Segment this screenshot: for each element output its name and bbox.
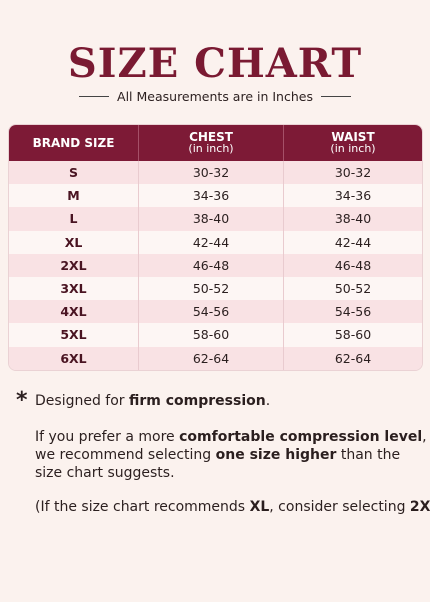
table-cell: XL [64,234,83,250]
table-cell: 42-44 [283,230,422,254]
table-cell: 62-64 [138,346,283,370]
note-text: (If the size chart recommends [35,499,250,515]
table-cell: 54-56 [283,300,422,324]
note-text: we recommend selecting [35,447,216,463]
table-cell: 34-36 [138,184,283,208]
header-row: BRAND SIZE CHEST (in inch) WAIST (in inch) [9,125,422,161]
table-cell: 6XL [60,350,87,366]
note-emphasis: 2XL [409,499,430,515]
table-cell: 50-52 [283,276,422,301]
note-text: Designed for [35,393,129,409]
header-cell: WAIST (in inch) [283,125,422,161]
note-emphasis: one size higher [215,447,337,463]
header-unit: (in inch) [330,142,376,155]
note-marker: * [16,388,28,413]
subtitle: All Measurements are in Inches [117,89,313,104]
note-emphasis: XL [249,499,270,515]
table-cell: 34-36 [283,184,422,208]
note-paragraph: (If the size chart recommends XL, consid… [35,498,430,516]
table-row: 4XL 54-56 54-56 [9,300,422,324]
table-row: XL 42-44 42-44 [9,230,422,254]
note-line: Designed for firm compression. [35,392,270,410]
table-cell: 62-64 [283,346,422,370]
header-cell: BRAND SIZE [9,125,138,161]
header-unit: (in inch) [188,142,234,155]
note-line: size chart suggests. [35,464,427,482]
table-cell: 54-56 [138,300,283,324]
table-cell: 38-40 [283,207,422,231]
note-line: we recommend selecting one size higher t… [35,446,427,464]
table-row: 2XL 46-48 46-48 [9,253,422,277]
title: SIZE CHART [67,40,363,87]
table-row: S 30-32 30-32 [9,161,422,185]
header-label: CHEST [189,130,233,144]
table-cell: 58-60 [283,323,422,347]
table-cell: L [69,211,78,227]
note-line: (If the size chart recommends XL, consid… [35,498,430,516]
table-cell: 42-44 [138,230,283,254]
table-cell: 3XL [60,281,87,297]
rule [320,96,351,97]
table-cell: S [68,165,78,181]
header-cell: CHEST (in inch) [138,125,283,161]
note-text: If you prefer a more [35,429,180,445]
note-paragraph: If you prefer a more comfortable compres… [35,428,427,482]
note-text: , consider selecting [269,499,410,515]
table-cell: 2XL [60,257,87,273]
table-row: 3XL 50-52 50-52 [9,276,422,301]
table-cell: 58-60 [138,323,283,347]
note-text: than the [336,447,401,463]
table-cell: 30-32 [138,161,283,185]
table-cell: 30-32 [283,161,422,185]
header-label: WAIST [331,130,375,144]
subtitle-row: All Measurements are in Inches [0,89,430,104]
table-cell: 4XL [60,304,87,320]
table-row: 5XL 58-60 58-60 [9,323,422,347]
table-cell: 5XL [60,327,87,343]
table-cell: 46-48 [138,253,283,277]
note-text: , [422,429,427,445]
note-line: If you prefer a more comfortable compres… [35,428,427,446]
rule [79,96,110,97]
table-cell: 50-52 [138,276,283,301]
table-row: M 34-36 34-36 [9,184,422,208]
table-cell: M [67,188,80,204]
table-cell: 46-48 [283,253,422,277]
note-emphasis: comfortable compression level [179,429,423,445]
note-emphasis: firm compression [129,393,266,409]
table-row: L 38-40 38-40 [9,207,422,231]
note-paragraph: Designed for firm compression. [35,392,270,410]
header-label: BRAND SIZE [32,136,115,150]
table-body: S 30-32 30-32 M 34-36 34-36 L 38-40 38-40 XL 42-44… [9,161,422,370]
size-table: BRAND SIZE CHEST (in inch) WAIST (in inch) S 3… [8,124,423,371]
table-row: 6XL 62-64 62-64 [9,346,422,370]
table-cell: 38-40 [138,207,283,231]
note-text: size chart suggests. [35,465,175,481]
note-text: . [265,393,271,409]
